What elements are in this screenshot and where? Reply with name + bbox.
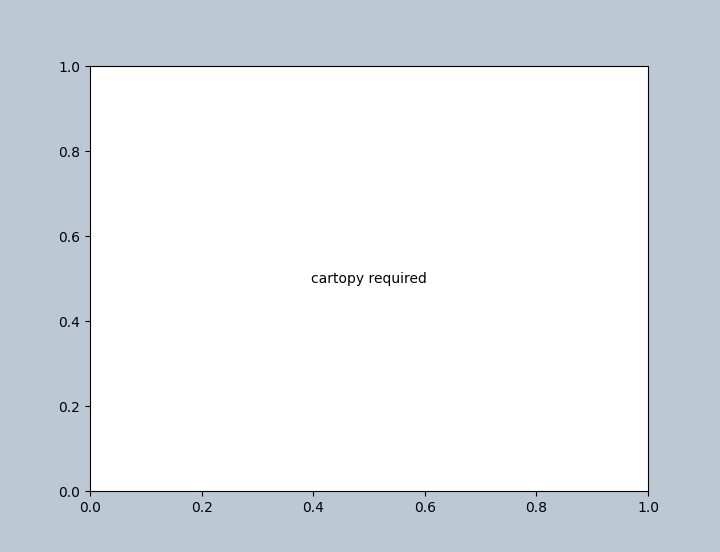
Text: cartopy required: cartopy required [311, 272, 427, 286]
